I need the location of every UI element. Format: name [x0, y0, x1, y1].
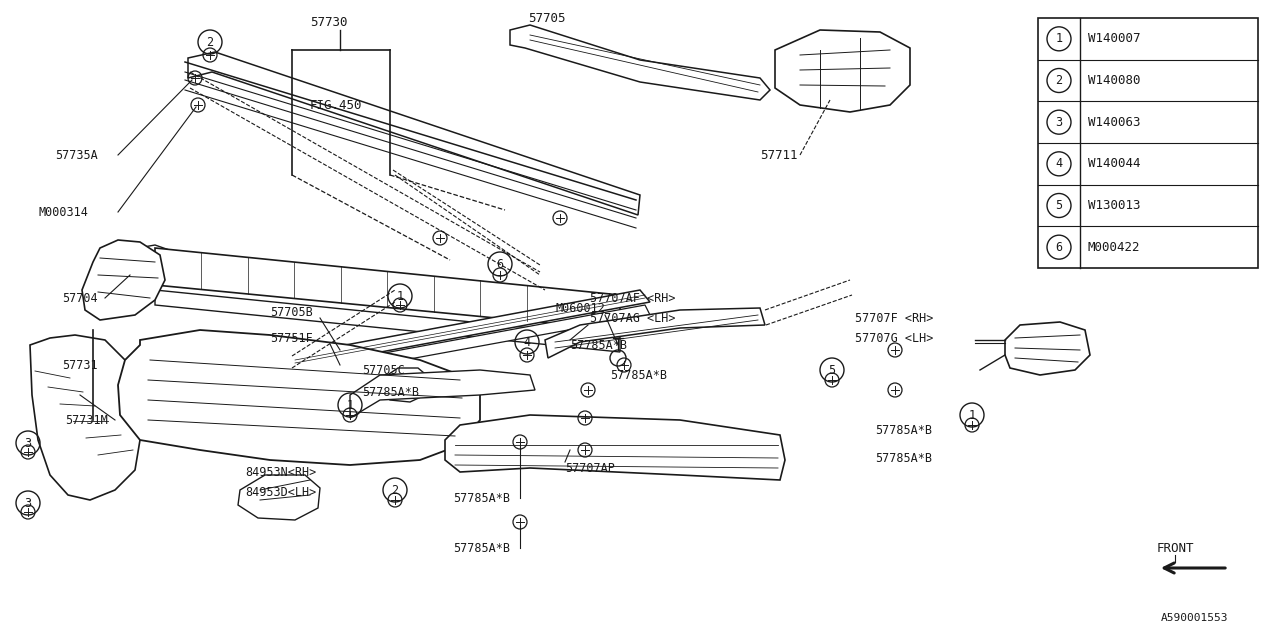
Text: 57705C: 57705C: [362, 364, 404, 376]
Polygon shape: [128, 245, 178, 278]
Text: 57705: 57705: [529, 12, 566, 24]
Text: 4: 4: [1056, 157, 1062, 170]
Text: 3: 3: [24, 497, 32, 509]
Text: 57785A*B: 57785A*B: [362, 385, 419, 399]
Text: 57707F <RH>: 57707F <RH>: [855, 312, 933, 324]
Polygon shape: [1005, 322, 1091, 375]
Text: M060012: M060012: [556, 301, 605, 314]
Text: 1: 1: [1056, 33, 1062, 45]
Text: 57785A*B: 57785A*B: [611, 369, 667, 381]
Text: 57707AG <LH>: 57707AG <LH>: [590, 312, 676, 324]
Text: W140044: W140044: [1088, 157, 1140, 170]
Text: 84953D<LH>: 84953D<LH>: [244, 486, 316, 499]
Text: 2: 2: [206, 35, 214, 49]
Text: 57785A*B: 57785A*B: [570, 339, 627, 351]
Text: 2: 2: [392, 483, 398, 497]
Text: W140080: W140080: [1088, 74, 1140, 87]
Text: 57704: 57704: [61, 291, 97, 305]
Text: 57731M: 57731M: [65, 413, 108, 426]
Polygon shape: [292, 290, 650, 367]
Text: 57731: 57731: [61, 358, 97, 371]
Text: 57711: 57711: [760, 148, 797, 161]
Polygon shape: [155, 248, 620, 330]
Text: 3: 3: [24, 436, 32, 449]
Text: A590001553: A590001553: [1161, 613, 1229, 623]
Polygon shape: [29, 335, 140, 500]
Text: 3: 3: [1056, 116, 1062, 129]
Text: 2: 2: [1056, 74, 1062, 87]
Bar: [1038, 18, 1258, 268]
Text: 6: 6: [497, 257, 503, 271]
Text: W140063: W140063: [1088, 116, 1140, 129]
Text: 57751F: 57751F: [270, 332, 312, 344]
Text: 57705B: 57705B: [270, 305, 312, 319]
Polygon shape: [238, 475, 320, 520]
Text: 57785A*B: 57785A*B: [453, 492, 509, 504]
Text: 57735A: 57735A: [55, 148, 97, 161]
Polygon shape: [509, 25, 771, 100]
Polygon shape: [774, 30, 910, 112]
Polygon shape: [292, 305, 650, 380]
Polygon shape: [445, 415, 785, 480]
Text: 57707G <LH>: 57707G <LH>: [855, 332, 933, 344]
Text: 1: 1: [397, 289, 403, 303]
Text: W140007: W140007: [1088, 33, 1140, 45]
Polygon shape: [545, 308, 765, 358]
Polygon shape: [155, 290, 620, 352]
Text: 5: 5: [828, 364, 836, 376]
Polygon shape: [349, 370, 535, 418]
Text: M000314: M000314: [38, 205, 88, 218]
Text: 1: 1: [969, 408, 975, 422]
Text: FRONT: FRONT: [1156, 541, 1194, 554]
Text: FIG.450: FIG.450: [310, 99, 362, 111]
Text: 57785A*B: 57785A*B: [453, 541, 509, 554]
Polygon shape: [118, 330, 480, 465]
Text: 5: 5: [1056, 199, 1062, 212]
Polygon shape: [380, 368, 430, 402]
Text: 57707AF <RH>: 57707AF <RH>: [590, 291, 676, 305]
Polygon shape: [82, 240, 165, 320]
Text: 57707AP: 57707AP: [564, 461, 614, 474]
Text: 57785A*B: 57785A*B: [876, 424, 932, 436]
Polygon shape: [188, 52, 640, 215]
Text: 84953N<RH>: 84953N<RH>: [244, 465, 316, 479]
Text: 57730: 57730: [310, 15, 347, 29]
Text: M000422: M000422: [1088, 241, 1140, 253]
Text: 4: 4: [524, 335, 531, 349]
Text: W130013: W130013: [1088, 199, 1140, 212]
Text: 6: 6: [1056, 241, 1062, 253]
Text: 57785A*B: 57785A*B: [876, 451, 932, 465]
Text: 1: 1: [347, 399, 353, 412]
